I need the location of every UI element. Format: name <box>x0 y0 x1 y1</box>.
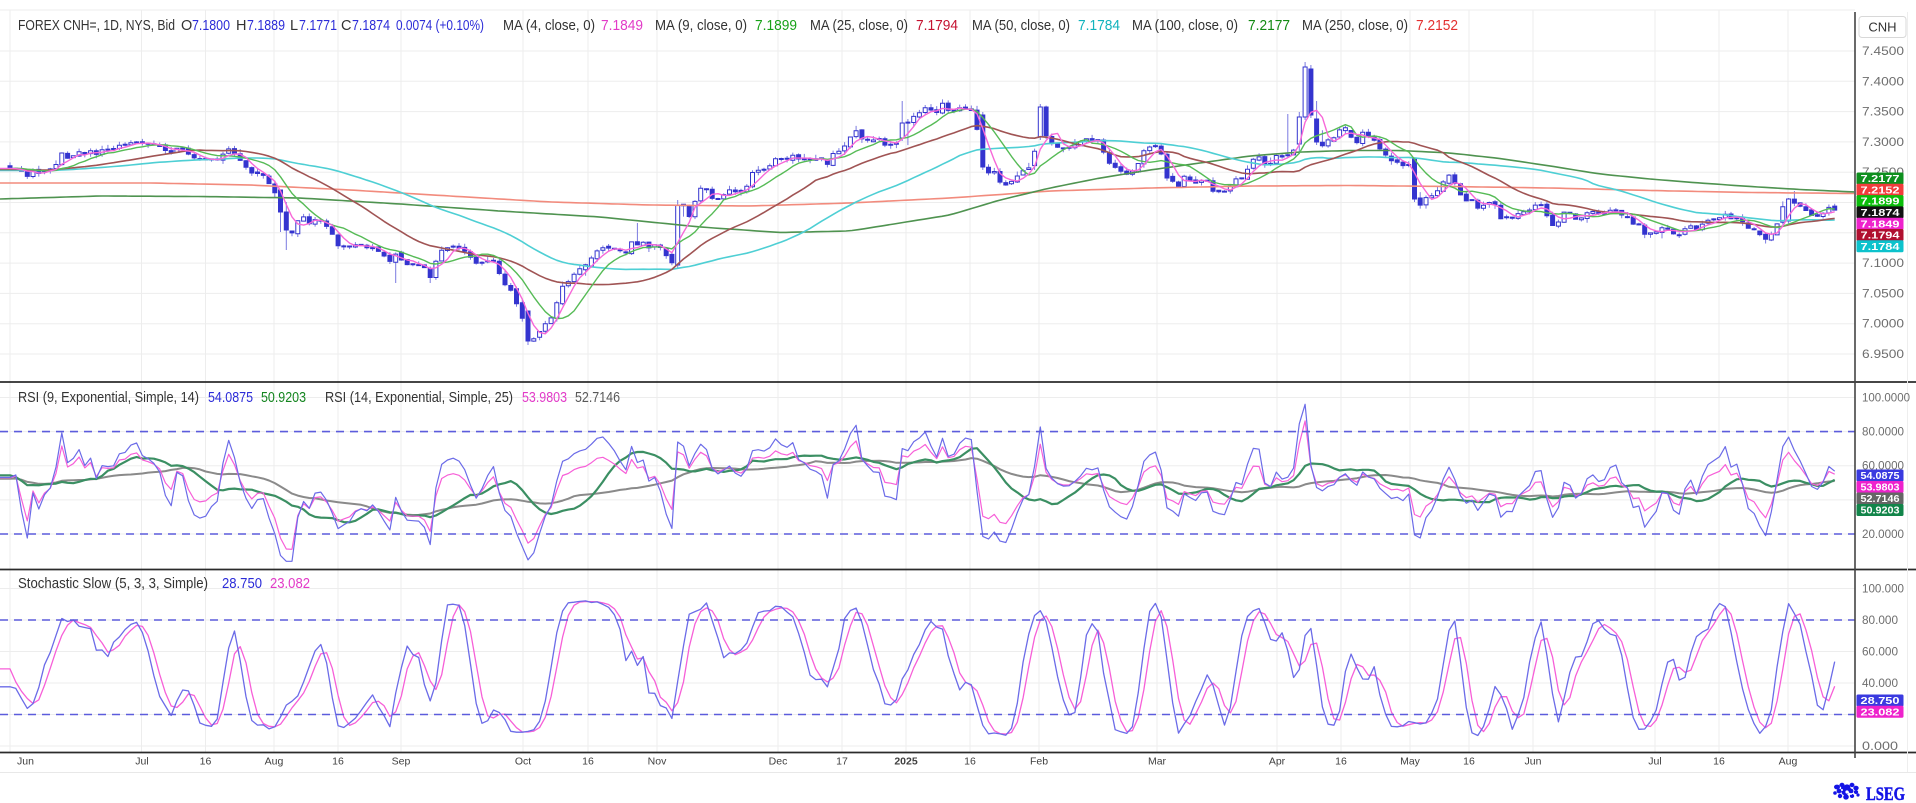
svg-text:50.9203: 50.9203 <box>261 390 306 406</box>
svg-text:60.000: 60.000 <box>1862 645 1898 659</box>
svg-text:Feb: Feb <box>1030 756 1048 768</box>
svg-text:0.0074 (+0.10%): 0.0074 (+0.10%) <box>396 18 484 34</box>
svg-text:16: 16 <box>332 756 344 768</box>
svg-text:7.1874: 7.1874 <box>352 18 390 34</box>
svg-text:7.0000: 7.0000 <box>1862 317 1904 331</box>
svg-text:7.2177: 7.2177 <box>1248 18 1290 34</box>
svg-text:16: 16 <box>200 756 212 768</box>
svg-text:O: O <box>181 18 192 34</box>
svg-text:7.1800: 7.1800 <box>192 18 230 34</box>
svg-text:100.0000: 100.0000 <box>1862 391 1910 405</box>
svg-text:7.2177: 7.2177 <box>1861 174 1901 185</box>
svg-text:Jun: Jun <box>17 756 34 768</box>
svg-text:MA (4, close, 0): MA (4, close, 0) <box>503 18 595 34</box>
svg-text:2025: 2025 <box>894 756 918 768</box>
svg-text:7.4500: 7.4500 <box>1862 44 1904 58</box>
svg-text:23.082: 23.082 <box>1861 707 1901 718</box>
svg-text:MA (50, close, 0): MA (50, close, 0) <box>972 18 1070 34</box>
svg-text:7.1794: 7.1794 <box>916 18 958 34</box>
svg-text:Nov: Nov <box>648 756 667 768</box>
svg-text:Oct: Oct <box>515 756 531 768</box>
svg-text:52.7146: 52.7146 <box>575 390 620 406</box>
svg-text:80.0000: 80.0000 <box>1862 425 1904 439</box>
svg-text:CNH: CNH <box>1868 20 1896 35</box>
svg-text:20.0000: 20.0000 <box>1862 527 1904 541</box>
svg-text:16: 16 <box>1463 756 1475 768</box>
svg-text:Apr: Apr <box>1269 756 1286 768</box>
svg-text:7.1784: 7.1784 <box>1078 18 1120 34</box>
svg-text:28.750: 28.750 <box>1861 696 1901 707</box>
svg-text:MA (9, close, 0): MA (9, close, 0) <box>655 18 747 34</box>
svg-text:16: 16 <box>1713 756 1725 768</box>
svg-text:7.1899: 7.1899 <box>755 18 797 34</box>
svg-text:May: May <box>1400 756 1421 768</box>
svg-text:17: 17 <box>836 756 848 768</box>
svg-text:7.1889: 7.1889 <box>247 18 285 34</box>
svg-text:Stochastic Slow (5, 3, 3, Simp: Stochastic Slow (5, 3, 3, Simple) <box>18 576 208 592</box>
svg-text:52.7146: 52.7146 <box>1861 494 1900 505</box>
svg-text:Jul: Jul <box>1648 756 1661 768</box>
svg-text:MA (100, close, 0): MA (100, close, 0) <box>1132 18 1238 34</box>
svg-text:Sep: Sep <box>392 756 411 768</box>
svg-text:7.1849: 7.1849 <box>601 18 643 34</box>
svg-text:80.000: 80.000 <box>1862 613 1898 627</box>
svg-text:Jun: Jun <box>1525 756 1542 768</box>
svg-text:23.082: 23.082 <box>270 576 310 592</box>
svg-text:Aug: Aug <box>265 756 284 768</box>
svg-text:FOREX CNH=, 1D, NYS, Bid: FOREX CNH=, 1D, NYS, Bid <box>18 18 175 34</box>
svg-text:7.1899: 7.1899 <box>1861 197 1901 208</box>
svg-text:MA (250, close, 0): MA (250, close, 0) <box>1302 18 1408 34</box>
svg-text:7.1771: 7.1771 <box>299 18 337 34</box>
svg-text:L: L <box>290 18 298 34</box>
svg-text:50.9203: 50.9203 <box>1861 506 1900 517</box>
svg-text:40.000: 40.000 <box>1862 676 1898 690</box>
svg-text:Dec: Dec <box>769 756 788 768</box>
svg-text:53.9803: 53.9803 <box>1861 483 1900 494</box>
svg-text:16: 16 <box>964 756 976 768</box>
svg-text:0.000: 0.000 <box>1862 739 1898 753</box>
svg-text:6.9500: 6.9500 <box>1862 347 1904 361</box>
svg-text:MA (25, close, 0): MA (25, close, 0) <box>810 18 908 34</box>
svg-text:7.3500: 7.3500 <box>1862 105 1904 119</box>
svg-text:7.4000: 7.4000 <box>1862 74 1904 88</box>
svg-text:7.1849: 7.1849 <box>1861 219 1901 230</box>
svg-text:100.000: 100.000 <box>1862 582 1904 596</box>
svg-text:RSI (9, Exponential, Simple, 1: RSI (9, Exponential, Simple, 14) <box>18 390 199 406</box>
svg-text:Mar: Mar <box>1148 756 1167 768</box>
svg-text:7.3000: 7.3000 <box>1862 135 1904 149</box>
svg-text:C: C <box>341 18 351 34</box>
svg-text:53.9803: 53.9803 <box>522 390 567 406</box>
svg-text:Jul: Jul <box>135 756 148 768</box>
svg-text:7.1794: 7.1794 <box>1861 231 1901 242</box>
svg-text:60.0000: 60.0000 <box>1862 459 1904 473</box>
svg-text:7.0500: 7.0500 <box>1862 286 1904 300</box>
svg-text:7.1874: 7.1874 <box>1861 208 1901 219</box>
svg-text:16: 16 <box>582 756 594 768</box>
svg-text:16: 16 <box>1335 756 1347 768</box>
svg-text:RSI (14, Exponential, Simple,: RSI (14, Exponential, Simple, 25) <box>325 390 513 406</box>
svg-text:54.0875: 54.0875 <box>208 390 253 406</box>
svg-text:7.2152: 7.2152 <box>1861 185 1901 196</box>
svg-text:7.1000: 7.1000 <box>1862 256 1904 270</box>
svg-text:7.2152: 7.2152 <box>1416 18 1458 34</box>
svg-text:54.0875: 54.0875 <box>1861 471 1900 482</box>
svg-text:28.750: 28.750 <box>222 576 262 592</box>
svg-text:LSEG: LSEG <box>1866 784 1905 803</box>
svg-text:Aug: Aug <box>1779 756 1798 768</box>
svg-text:7.1784: 7.1784 <box>1861 242 1901 253</box>
svg-text:H: H <box>236 18 246 34</box>
